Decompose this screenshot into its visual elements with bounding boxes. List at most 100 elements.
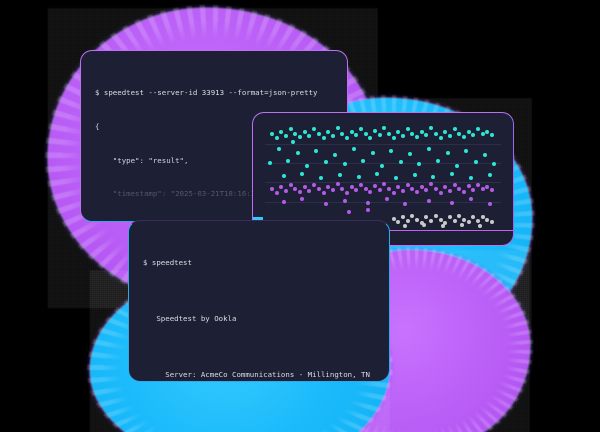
plot-dot-upload bbox=[426, 198, 431, 203]
plot-dot-download bbox=[286, 159, 291, 164]
plot-dot-download bbox=[288, 127, 293, 132]
plot-dot-upload bbox=[363, 186, 368, 191]
plot-dot-download bbox=[382, 126, 387, 131]
json-code-line: { bbox=[95, 122, 100, 132]
plot-dot-upload bbox=[419, 184, 424, 189]
plot-dot-download bbox=[405, 127, 410, 132]
plot-dot-latency bbox=[410, 214, 415, 219]
plot-dot-upload bbox=[461, 190, 466, 195]
plot-dot-latency bbox=[438, 217, 443, 222]
plot-dot-upload bbox=[452, 182, 457, 187]
plot-gridline bbox=[265, 144, 501, 146]
plot-dot-upload bbox=[450, 200, 455, 205]
json-prompt-line: $ speedtest --server-id 33913 --format=j… bbox=[95, 88, 318, 98]
plot-dot-download bbox=[480, 131, 485, 136]
plot-dot-latency bbox=[452, 218, 457, 223]
plot-dot-download bbox=[487, 173, 492, 178]
plot-dot-download bbox=[391, 135, 396, 140]
plot-dot-latency bbox=[485, 217, 490, 222]
plot-dot-upload bbox=[326, 184, 331, 189]
plot-dot-upload bbox=[391, 191, 396, 196]
plot-dot-upload bbox=[457, 186, 462, 191]
plot-dot-download bbox=[387, 131, 392, 136]
plot-dot-download bbox=[394, 176, 399, 181]
plot-dot-download bbox=[482, 152, 487, 157]
plot-dot-download bbox=[372, 128, 377, 133]
plot-dot-download bbox=[450, 172, 455, 176]
plot-dot-upload bbox=[415, 190, 420, 195]
plot-dot-upload bbox=[403, 201, 408, 206]
plot-dot-download bbox=[337, 173, 342, 178]
plot-dot-download bbox=[284, 133, 289, 138]
plot-dot-upload bbox=[372, 183, 377, 188]
plot-dot-download bbox=[323, 160, 328, 165]
plot-dot-download bbox=[281, 174, 286, 179]
plot-dot-download bbox=[398, 160, 403, 165]
plot-dot-download bbox=[319, 176, 324, 181]
plot-dot-download bbox=[412, 173, 417, 178]
plot-dot-download bbox=[492, 162, 497, 167]
plot-dot-latency bbox=[461, 217, 466, 222]
plot-dot-download bbox=[426, 146, 431, 151]
plot-dot-download bbox=[489, 132, 494, 137]
plot-dot-latency bbox=[419, 220, 424, 225]
plot-dot-download bbox=[389, 148, 394, 153]
plot-dot-upload bbox=[316, 186, 321, 191]
result-server-line: Server: AcmeCo Communications - Millingt… bbox=[143, 370, 370, 380]
plot-dot-download bbox=[302, 129, 307, 134]
result-prompt-line: $ speedtest bbox=[143, 258, 192, 268]
plot-dot-download bbox=[433, 131, 438, 136]
plot-dot-upload bbox=[344, 191, 349, 196]
plot-dot-latency bbox=[475, 218, 480, 223]
result-output-terminal-card[interactable]: $ speedtest Speedtest by Ookla Server: A… bbox=[128, 220, 390, 382]
plot-dot-download bbox=[447, 133, 452, 138]
plot-dot-upload bbox=[405, 182, 410, 187]
plot-dot-upload bbox=[438, 191, 443, 196]
plot-dot-upload bbox=[489, 187, 494, 192]
plot-dot-download bbox=[424, 132, 429, 137]
plot-dot-upload bbox=[447, 188, 452, 193]
plot-dot-upload bbox=[485, 184, 490, 189]
plot-dot-download bbox=[401, 133, 406, 138]
plot-dot-upload bbox=[384, 197, 389, 202]
plot-dot-download bbox=[330, 133, 335, 138]
plot-dot-download bbox=[457, 131, 462, 136]
plot-dot-upload bbox=[368, 190, 373, 195]
plot-dot-download bbox=[349, 129, 354, 134]
plot-dot-download bbox=[300, 172, 305, 176]
plot-dot-download bbox=[475, 127, 480, 132]
plot-dot-latency bbox=[415, 217, 420, 222]
plot-dot-download bbox=[380, 163, 384, 168]
plot-dot-download bbox=[316, 131, 321, 136]
plot-dot-latency bbox=[466, 219, 471, 224]
plot-dot-upload bbox=[342, 198, 347, 203]
plot-dot-download bbox=[342, 162, 347, 167]
plot-dot-upload bbox=[424, 187, 429, 192]
plot-dot-download bbox=[333, 152, 338, 157]
plot-dot-download bbox=[279, 129, 284, 134]
plot-dot-download bbox=[277, 146, 282, 151]
plot-dot-upload bbox=[377, 187, 382, 192]
plot-dot-upload bbox=[475, 182, 480, 187]
plot-dot-latency bbox=[391, 216, 396, 221]
plot-dot-download bbox=[377, 132, 382, 137]
plot-dot-download bbox=[410, 131, 415, 136]
plot-dot-download bbox=[358, 127, 363, 132]
plot-dot-download bbox=[431, 175, 436, 180]
plot-dot-latency bbox=[489, 219, 494, 224]
plot-dot-download bbox=[270, 131, 275, 136]
plot-dot-download bbox=[312, 127, 317, 132]
plot-dot-upload bbox=[281, 199, 286, 204]
plot-dot-download bbox=[307, 133, 312, 138]
plot-dot-upload bbox=[279, 184, 284, 189]
plot-dot-download bbox=[468, 176, 473, 181]
plot-dot-upload bbox=[323, 201, 328, 206]
plot-dot-download bbox=[363, 131, 368, 136]
plot-dot-download bbox=[274, 135, 279, 140]
plot-dot-download bbox=[293, 131, 298, 136]
plot-dot-download bbox=[485, 129, 490, 134]
plot-dot-download bbox=[291, 140, 296, 145]
plot-dot-upload bbox=[365, 200, 370, 205]
plot-dot-latency bbox=[433, 214, 438, 219]
plot-dot-latency bbox=[478, 223, 483, 228]
